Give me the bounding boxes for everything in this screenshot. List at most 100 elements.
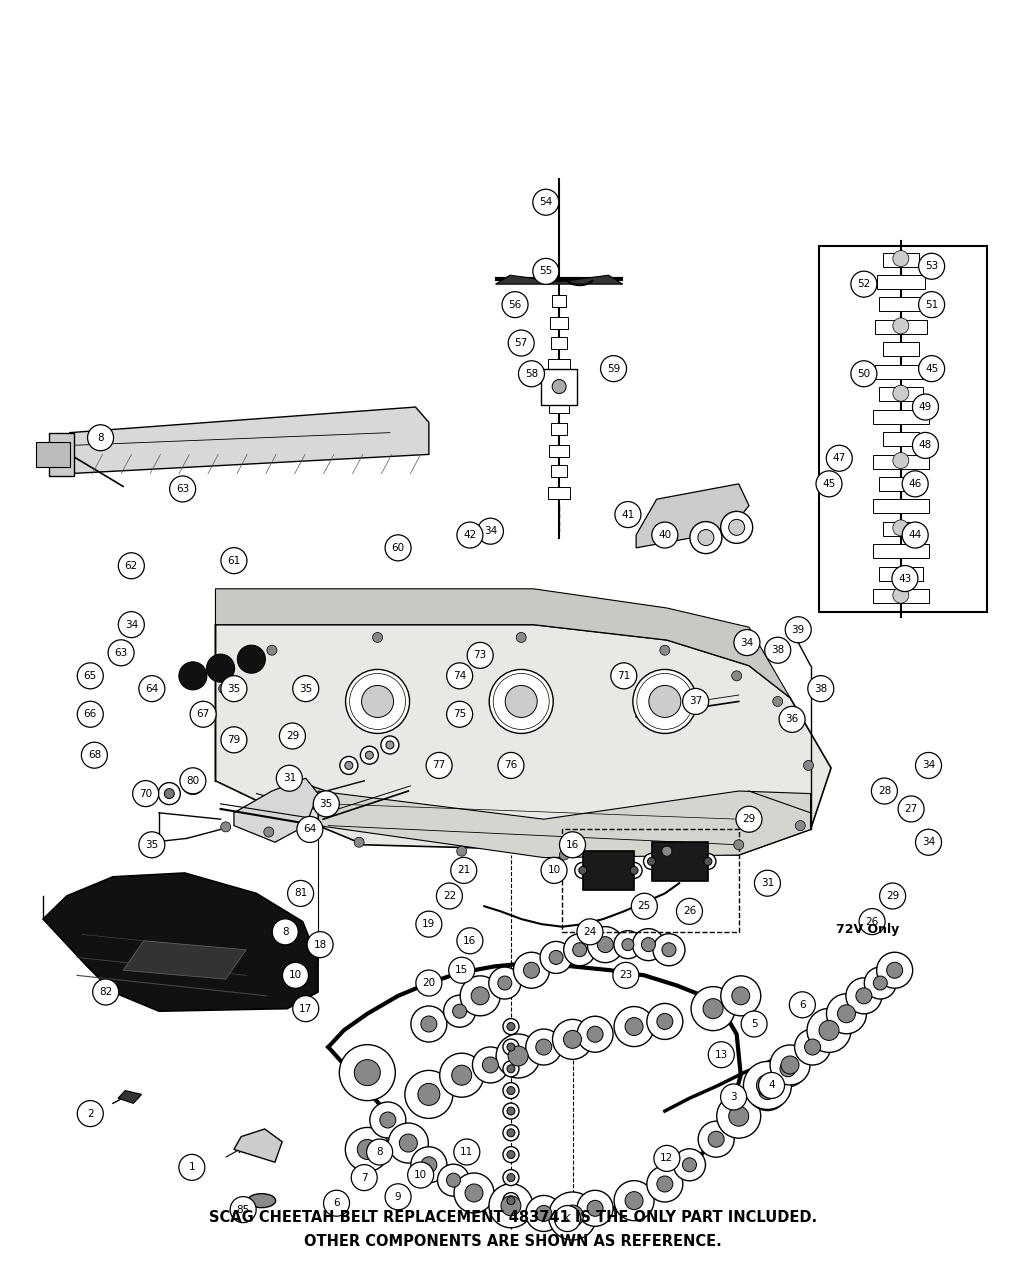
- Circle shape: [734, 630, 760, 655]
- Circle shape: [507, 1197, 515, 1204]
- Circle shape: [426, 753, 452, 778]
- Text: 11: 11: [461, 1147, 473, 1157]
- Circle shape: [758, 1082, 777, 1100]
- Circle shape: [436, 883, 463, 909]
- Circle shape: [657, 1176, 673, 1192]
- Bar: [551, 337, 567, 349]
- Circle shape: [771, 1044, 810, 1085]
- Text: 46: 46: [909, 479, 921, 489]
- Text: 19: 19: [423, 919, 435, 929]
- Circle shape: [717, 1094, 760, 1138]
- Circle shape: [501, 1196, 521, 1216]
- Circle shape: [77, 701, 104, 727]
- Circle shape: [369, 1102, 406, 1138]
- Polygon shape: [36, 442, 70, 467]
- Circle shape: [221, 727, 247, 753]
- Bar: [879, 567, 922, 581]
- Circle shape: [340, 756, 358, 774]
- Polygon shape: [583, 851, 634, 890]
- Circle shape: [682, 689, 709, 714]
- Bar: [552, 380, 566, 393]
- Circle shape: [346, 669, 409, 733]
- Circle shape: [118, 553, 145, 579]
- Circle shape: [87, 425, 114, 451]
- Polygon shape: [318, 791, 811, 858]
- Circle shape: [720, 511, 753, 543]
- Text: 34: 34: [922, 760, 935, 771]
- Text: 31: 31: [761, 878, 774, 888]
- Circle shape: [748, 1070, 787, 1111]
- Bar: [873, 589, 929, 603]
- Circle shape: [498, 977, 512, 989]
- Text: 38: 38: [772, 645, 784, 655]
- Text: 35: 35: [320, 799, 332, 809]
- Circle shape: [221, 822, 231, 832]
- Circle shape: [657, 1014, 673, 1029]
- Circle shape: [886, 963, 903, 978]
- Circle shape: [525, 1196, 562, 1231]
- Circle shape: [465, 1184, 483, 1202]
- Circle shape: [507, 1174, 515, 1181]
- Text: 64: 64: [304, 824, 316, 835]
- Circle shape: [357, 1139, 378, 1160]
- Circle shape: [758, 1073, 785, 1098]
- Bar: [875, 320, 926, 334]
- Text: 26: 26: [683, 906, 696, 916]
- Text: 56: 56: [509, 300, 521, 310]
- Text: 55: 55: [540, 266, 552, 276]
- Circle shape: [416, 970, 442, 996]
- Bar: [551, 465, 567, 477]
- Text: 85: 85: [237, 1204, 249, 1215]
- Circle shape: [437, 1165, 470, 1196]
- Circle shape: [915, 829, 942, 855]
- Circle shape: [351, 1165, 378, 1190]
- Circle shape: [893, 453, 909, 468]
- Circle shape: [503, 1193, 519, 1208]
- Circle shape: [633, 669, 697, 733]
- Polygon shape: [215, 625, 831, 855]
- Text: 76: 76: [505, 760, 517, 771]
- Circle shape: [682, 1158, 697, 1171]
- Circle shape: [545, 372, 574, 401]
- Circle shape: [503, 1170, 519, 1185]
- Text: 61: 61: [228, 556, 240, 566]
- Circle shape: [139, 832, 165, 858]
- Circle shape: [532, 189, 559, 215]
- Circle shape: [313, 791, 340, 817]
- Text: 17: 17: [300, 1004, 312, 1014]
- Circle shape: [573, 943, 587, 956]
- Circle shape: [559, 832, 586, 858]
- Circle shape: [652, 522, 678, 548]
- Text: 77: 77: [433, 760, 445, 771]
- Circle shape: [625, 1192, 643, 1210]
- Bar: [552, 294, 566, 307]
- Bar: [550, 316, 568, 329]
- Bar: [549, 401, 569, 413]
- Circle shape: [807, 676, 834, 701]
- Circle shape: [708, 1042, 735, 1068]
- Circle shape: [779, 707, 805, 732]
- Text: 34: 34: [125, 620, 137, 630]
- Circle shape: [575, 863, 591, 878]
- Circle shape: [898, 796, 924, 822]
- Circle shape: [876, 952, 913, 988]
- Circle shape: [912, 433, 939, 458]
- Circle shape: [536, 1039, 552, 1055]
- Circle shape: [577, 1190, 614, 1226]
- Text: 70: 70: [140, 788, 152, 799]
- Bar: [548, 358, 570, 371]
- Circle shape: [237, 645, 266, 673]
- Text: OTHER COMPONENTS ARE SHOWN AS REFERENCE.: OTHER COMPONENTS ARE SHOWN AS REFERENCE.: [304, 1234, 722, 1249]
- Circle shape: [912, 394, 939, 420]
- Circle shape: [507, 1065, 515, 1073]
- Circle shape: [488, 968, 521, 998]
- Circle shape: [708, 1132, 724, 1147]
- Circle shape: [827, 993, 866, 1034]
- Circle shape: [879, 883, 906, 909]
- Text: 34: 34: [484, 526, 497, 536]
- Text: 8: 8: [377, 1147, 383, 1157]
- Circle shape: [407, 1162, 434, 1188]
- Text: 21: 21: [458, 865, 470, 876]
- Text: 59: 59: [607, 364, 620, 374]
- Circle shape: [346, 1128, 389, 1171]
